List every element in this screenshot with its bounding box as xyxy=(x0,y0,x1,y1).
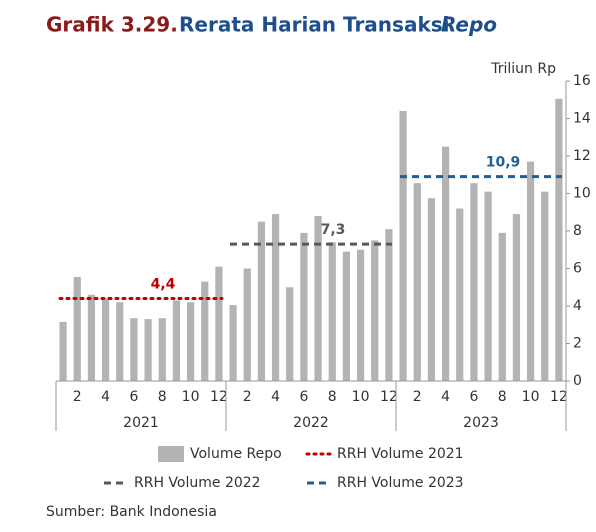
bar xyxy=(172,300,181,381)
bar xyxy=(555,98,563,381)
x-tick-label: 12 xyxy=(380,389,398,405)
y-tick-label: 10 xyxy=(573,186,591,202)
legend-swatch xyxy=(158,446,184,462)
bar xyxy=(286,287,294,381)
bar xyxy=(101,298,110,381)
y-tick-label: 12 xyxy=(573,148,591,164)
bar xyxy=(385,229,393,381)
bar xyxy=(59,321,67,381)
x-tick-label: 2 xyxy=(243,389,252,405)
bar xyxy=(314,216,322,381)
group-label: 2023 xyxy=(463,415,499,431)
title-number: Grafik 3.29. xyxy=(46,13,178,37)
x-tick-label: 2 xyxy=(73,389,82,405)
reference-label: 10,9 xyxy=(486,155,521,171)
legend-label: RRH Volume 2023 xyxy=(337,475,464,491)
x-tick-label: 8 xyxy=(498,389,507,405)
bar xyxy=(271,214,280,381)
bar xyxy=(413,183,421,381)
bar xyxy=(87,294,96,381)
bar xyxy=(186,302,195,381)
bar xyxy=(257,221,266,381)
bar xyxy=(512,214,521,381)
bar xyxy=(484,191,492,381)
x-tick-label: 10 xyxy=(522,389,540,405)
bar xyxy=(201,281,209,381)
x-tick-label: 4 xyxy=(441,389,450,405)
x-tick-label: 4 xyxy=(271,389,280,405)
bar xyxy=(541,191,549,381)
bar xyxy=(441,146,450,381)
bar xyxy=(526,161,535,381)
bar xyxy=(470,183,478,381)
bar xyxy=(498,232,506,381)
bar xyxy=(328,242,336,381)
y-tick-label: 14 xyxy=(573,111,591,127)
x-tick-label: 6 xyxy=(129,389,138,405)
y-tick-label: 16 xyxy=(573,73,591,89)
bar xyxy=(130,318,138,381)
group-label: 2022 xyxy=(293,415,329,431)
y-tick-label: 4 xyxy=(573,298,582,314)
legend-label: RRH Volume 2021 xyxy=(337,446,464,462)
bar xyxy=(116,302,124,381)
title-text: Rerata Harian Transaksi xyxy=(179,13,450,37)
x-tick-label: 12 xyxy=(210,389,228,405)
legend-label: RRH Volume 2022 xyxy=(134,475,261,491)
legend-label: Volume Repo xyxy=(190,446,282,462)
bar xyxy=(229,305,237,381)
reference-label: 4,4 xyxy=(151,277,176,293)
bar xyxy=(215,266,223,381)
x-tick-label: 6 xyxy=(299,389,308,405)
bar xyxy=(399,111,407,381)
x-tick-label: 12 xyxy=(550,389,568,405)
bar xyxy=(158,318,166,381)
source: Sumber: Bank Indonesia xyxy=(46,504,217,520)
y-axis-label: Triliun Rp xyxy=(490,61,556,77)
bar xyxy=(243,268,251,381)
y-tick-label: 8 xyxy=(573,223,582,239)
x-tick-label: 8 xyxy=(158,389,167,405)
x-tick-label: 4 xyxy=(101,389,110,405)
bar xyxy=(356,249,365,381)
bar xyxy=(371,240,379,381)
y-tick-label: 2 xyxy=(573,336,582,352)
title-emphasis: Repo xyxy=(441,13,497,37)
x-tick-label: 8 xyxy=(328,389,337,405)
x-tick-label: 10 xyxy=(352,389,370,405)
x-tick-label: 10 xyxy=(182,389,200,405)
y-tick-label: 6 xyxy=(573,261,582,277)
group-label: 2021 xyxy=(123,415,159,431)
y-tick-label: 0 xyxy=(573,373,582,389)
x-tick-label: 6 xyxy=(469,389,478,405)
bar xyxy=(73,276,81,381)
bar xyxy=(342,251,351,381)
bar xyxy=(300,232,308,381)
x-tick-label: 2 xyxy=(413,389,422,405)
reference-label: 7,3 xyxy=(321,222,346,238)
bar xyxy=(144,319,152,381)
bar xyxy=(427,198,436,381)
bar xyxy=(456,208,464,381)
